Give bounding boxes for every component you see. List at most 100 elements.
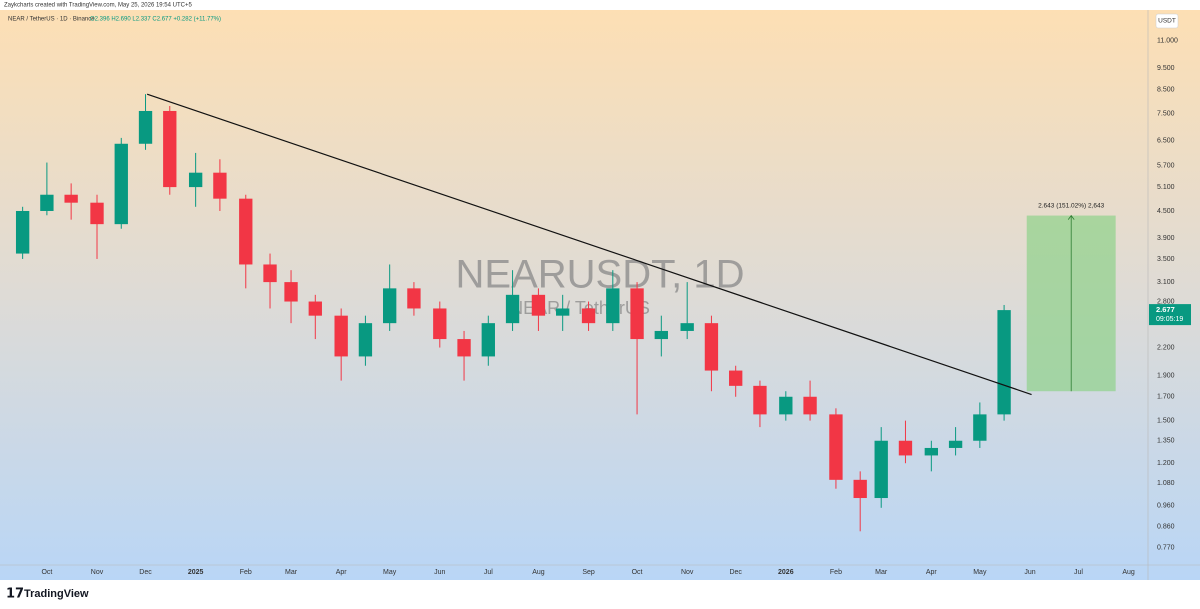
candle-body xyxy=(64,194,78,203)
y-tick-label: 1.350 xyxy=(1157,438,1175,445)
x-tick-label: Apr xyxy=(926,569,938,576)
candle-body xyxy=(163,110,177,188)
y-tick-label: 1.200 xyxy=(1157,460,1175,467)
x-tick-label: Oct xyxy=(632,569,643,576)
candle-body xyxy=(308,301,322,316)
x-tick-label: Jun xyxy=(1024,569,1035,576)
candle-body xyxy=(874,440,888,499)
x-tick-label: Aug xyxy=(532,569,545,576)
y-tick-label: 7.500 xyxy=(1157,110,1175,117)
candle-body xyxy=(829,414,843,480)
candle-body xyxy=(581,308,596,324)
candle-body xyxy=(481,323,495,357)
x-tick-label: 2025 xyxy=(188,569,204,576)
candle-body xyxy=(188,172,203,188)
candle-body xyxy=(114,143,128,225)
footer-logo: 𝟭𝟳 xyxy=(6,585,24,600)
x-tick-label: May xyxy=(383,569,397,576)
target-label: 2.643 (151.02%) 2,643 xyxy=(1038,202,1105,209)
y-tick-label: 4.500 xyxy=(1157,208,1175,215)
y-tick-label: 5.100 xyxy=(1157,184,1175,191)
candle-body xyxy=(973,414,987,441)
watermark-subtitle: NEAR / TetherUS xyxy=(510,298,650,318)
y-tick-label: 6.500 xyxy=(1157,138,1175,145)
y-tick-label: 1.080 xyxy=(1157,480,1175,487)
y-tick-label: 3.500 xyxy=(1157,256,1175,263)
x-tick-label: Feb xyxy=(830,569,842,576)
footer-brand: TradingView xyxy=(24,588,89,600)
x-tick-label: Mar xyxy=(285,569,298,576)
y-tick-label: 2.200 xyxy=(1157,344,1175,351)
candle-body xyxy=(680,323,694,331)
x-tick-label: 2026 xyxy=(778,569,794,576)
candle-body xyxy=(263,264,277,283)
y-tick-label: 0.860 xyxy=(1157,524,1175,531)
y-tick-label: 1.700 xyxy=(1157,394,1175,401)
candle-body xyxy=(457,339,471,357)
candle-body xyxy=(753,385,767,415)
x-tick-label: May xyxy=(973,569,987,576)
target-arrow-head xyxy=(1067,214,1075,220)
candle-body xyxy=(654,330,668,340)
currency-badge xyxy=(1155,13,1179,29)
candle-body xyxy=(556,308,570,316)
chart-background xyxy=(0,10,1200,580)
header-credit: Zaykcharts created with TradingView.com,… xyxy=(4,3,192,9)
x-tick-label: Aug xyxy=(1122,569,1135,576)
candle-body xyxy=(239,198,253,265)
candle-body xyxy=(853,479,867,499)
y-tick-label: 2.800 xyxy=(1157,298,1175,305)
y-tick-label: 3.100 xyxy=(1157,279,1175,286)
x-tick-label: Jun xyxy=(434,569,445,576)
candle-body xyxy=(606,288,620,324)
x-tick-label: Nov xyxy=(681,569,694,576)
candle-body xyxy=(284,282,298,302)
header-symbol: NEAR / TetherUS · 1D · Binance xyxy=(8,17,95,23)
candle-body xyxy=(90,202,104,225)
candle-body xyxy=(630,288,644,340)
currency: USDT xyxy=(1158,18,1176,25)
candle-body xyxy=(997,310,1011,415)
y-tick-label: 1.500 xyxy=(1157,417,1175,424)
y-tick-label: 0.770 xyxy=(1157,545,1175,552)
candle-body xyxy=(383,288,397,324)
candle-body xyxy=(213,172,227,199)
y-tick-label: 9.500 xyxy=(1157,65,1175,72)
trendline xyxy=(146,93,1032,396)
candle-body xyxy=(531,294,546,316)
y-tick-label: 1.900 xyxy=(1157,372,1175,379)
x-tick-label: Oct xyxy=(41,569,52,576)
x-tick-label: Dec xyxy=(139,569,152,576)
y-tick-label: 0.960 xyxy=(1157,503,1175,510)
footer-bar xyxy=(0,580,1200,609)
y-tick-label: 3.900 xyxy=(1157,235,1175,242)
y-tick-label: 8.500 xyxy=(1157,86,1175,93)
x-tick-label: Nov xyxy=(91,569,104,576)
candle-body xyxy=(803,396,817,415)
last-price-box xyxy=(1149,304,1191,326)
last-price: 2.677 xyxy=(1156,305,1175,314)
y-tick-label: 11.000 xyxy=(1157,37,1178,44)
x-tick-label: Dec xyxy=(729,569,742,576)
x-tick-label: Sep xyxy=(582,569,595,576)
watermark-title: NEARUSDT, 1D xyxy=(456,253,745,297)
x-tick-label: Apr xyxy=(336,569,348,576)
candle-body xyxy=(898,440,913,456)
candle-body xyxy=(924,447,939,456)
x-tick-label: Mar xyxy=(875,569,888,576)
candle-body xyxy=(779,396,793,415)
candle-body xyxy=(433,308,447,340)
x-tick-label: Jul xyxy=(484,569,493,576)
candle-body xyxy=(729,370,743,386)
candle-body xyxy=(15,210,30,254)
candle-body xyxy=(40,194,54,211)
candle-body xyxy=(138,110,153,144)
candle-body xyxy=(407,288,421,309)
candle-body xyxy=(704,323,719,371)
candle-body xyxy=(334,315,348,357)
candle-body xyxy=(948,440,963,448)
header-ohlc: O2.396 H2.690 L2.337 C2.677 +0.282 (+11.… xyxy=(90,17,221,23)
candle-body xyxy=(505,294,520,324)
